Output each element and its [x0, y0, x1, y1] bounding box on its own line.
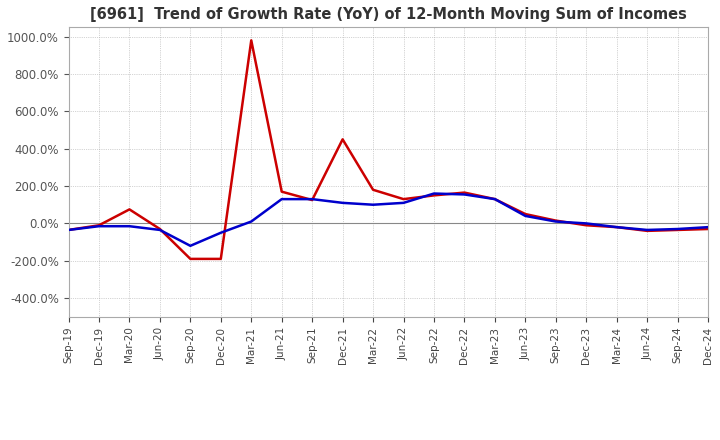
Net Income Growth Rate: [430, 193, 438, 198]
Line: Net Income Growth Rate: Net Income Growth Rate: [68, 40, 708, 259]
Net Income Growth Rate: [338, 137, 347, 142]
Ordinary Income Growth Rate: [490, 197, 499, 202]
Ordinary Income Growth Rate: [308, 197, 317, 202]
Ordinary Income Growth Rate: [64, 227, 73, 233]
Net Income Growth Rate: [521, 212, 530, 217]
Ordinary Income Growth Rate: [430, 191, 438, 196]
Net Income Growth Rate: [156, 226, 164, 231]
Net Income Growth Rate: [643, 228, 652, 234]
Ordinary Income Growth Rate: [277, 197, 286, 202]
Ordinary Income Growth Rate: [703, 224, 712, 230]
Net Income Growth Rate: [94, 223, 103, 228]
Net Income Growth Rate: [64, 227, 73, 233]
Net Income Growth Rate: [703, 226, 712, 231]
Ordinary Income Growth Rate: [613, 224, 621, 230]
Ordinary Income Growth Rate: [369, 202, 377, 207]
Net Income Growth Rate: [247, 38, 256, 43]
Net Income Growth Rate: [369, 187, 377, 192]
Ordinary Income Growth Rate: [552, 219, 560, 224]
Line: Ordinary Income Growth Rate: Ordinary Income Growth Rate: [68, 194, 708, 246]
Net Income Growth Rate: [490, 197, 499, 202]
Net Income Growth Rate: [186, 256, 194, 261]
Net Income Growth Rate: [399, 197, 408, 202]
Ordinary Income Growth Rate: [643, 227, 652, 233]
Title: [6961]  Trend of Growth Rate (YoY) of 12-Month Moving Sum of Incomes: [6961] Trend of Growth Rate (YoY) of 12-…: [90, 7, 687, 22]
Ordinary Income Growth Rate: [217, 230, 225, 235]
Ordinary Income Growth Rate: [399, 200, 408, 205]
Ordinary Income Growth Rate: [460, 192, 469, 197]
Net Income Growth Rate: [217, 256, 225, 261]
Net Income Growth Rate: [277, 189, 286, 194]
Ordinary Income Growth Rate: [156, 227, 164, 233]
Ordinary Income Growth Rate: [338, 200, 347, 205]
Ordinary Income Growth Rate: [94, 224, 103, 229]
Ordinary Income Growth Rate: [186, 243, 194, 249]
Net Income Growth Rate: [613, 224, 621, 230]
Net Income Growth Rate: [673, 227, 682, 233]
Net Income Growth Rate: [460, 190, 469, 195]
Net Income Growth Rate: [582, 223, 590, 228]
Ordinary Income Growth Rate: [673, 226, 682, 231]
Net Income Growth Rate: [552, 218, 560, 223]
Net Income Growth Rate: [308, 198, 317, 203]
Ordinary Income Growth Rate: [582, 221, 590, 226]
Ordinary Income Growth Rate: [125, 224, 134, 229]
Ordinary Income Growth Rate: [521, 213, 530, 219]
Net Income Growth Rate: [125, 207, 134, 212]
Ordinary Income Growth Rate: [247, 219, 256, 224]
